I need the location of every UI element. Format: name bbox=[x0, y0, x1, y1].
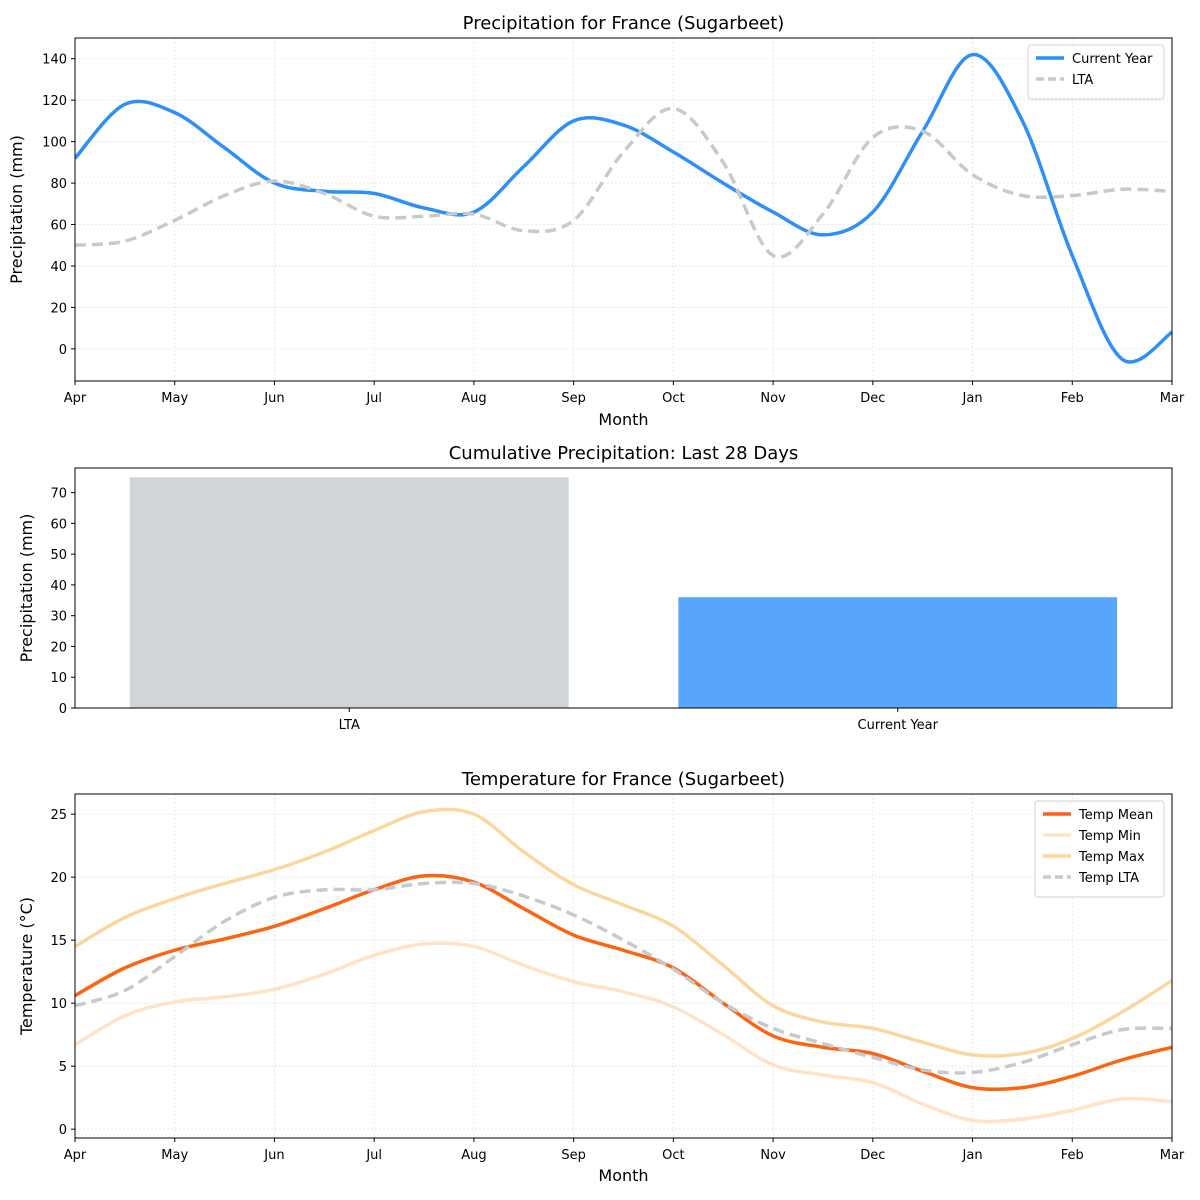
y-tick-label: 30 bbox=[50, 610, 67, 625]
y-tick-label: 50 bbox=[50, 548, 67, 563]
x-tick-label: LTA bbox=[339, 718, 360, 733]
x-tick-label: Dec bbox=[860, 391, 885, 406]
y-tick-label: 15 bbox=[50, 934, 67, 949]
y-tick-label: 60 bbox=[50, 219, 67, 234]
x-tick-label: Apr bbox=[64, 1148, 87, 1163]
x-tick-label: Feb bbox=[1061, 1148, 1084, 1163]
y-tick-label: 25 bbox=[50, 808, 67, 823]
legend-label: Temp Max bbox=[1078, 850, 1145, 865]
series-line-temp-lta bbox=[75, 880, 1172, 1075]
y-tick-label: 10 bbox=[50, 671, 67, 686]
chart-0: Precipitation for France (Sugarbeet) Prec… bbox=[7, 13, 1185, 429]
y-tick-label: 60 bbox=[50, 517, 67, 532]
y-tick-label: 40 bbox=[50, 260, 67, 275]
y-tick-label: 70 bbox=[50, 487, 67, 502]
series-line-lta bbox=[75, 106, 1172, 259]
y-tick-label: 20 bbox=[50, 640, 67, 655]
x-tick-label: Dec bbox=[860, 1148, 885, 1163]
x-tick-label: Jan bbox=[962, 391, 983, 406]
x-tick-label: Aug bbox=[461, 391, 486, 406]
axes-frame bbox=[74, 467, 1173, 709]
y-tick-label: 40 bbox=[50, 579, 67, 594]
bar-lta bbox=[129, 477, 569, 708]
x-tick-label: Nov bbox=[760, 1148, 786, 1163]
y-axis-label: Precipitation (mm) bbox=[17, 514, 36, 663]
x-tick-label: Mar bbox=[1160, 391, 1185, 406]
chart-1: Cumulative Precipitation: Last 28 Days Pr… bbox=[17, 443, 1173, 733]
x-tick-label: Jun bbox=[263, 1148, 284, 1163]
y-tick-label: 10 bbox=[50, 997, 67, 1012]
legend-label: LTA bbox=[1072, 73, 1093, 88]
axes-frame bbox=[74, 793, 1173, 1139]
axes-frame bbox=[74, 37, 1173, 382]
y-tick-label: 80 bbox=[50, 177, 67, 192]
x-tick-label: Nov bbox=[760, 391, 786, 406]
legend-label: Current Year bbox=[1072, 52, 1153, 67]
x-axis-label: Month bbox=[598, 1166, 648, 1185]
x-tick-label: Oct bbox=[662, 1148, 684, 1163]
x-tick-label: Jan bbox=[962, 1148, 983, 1163]
chart-title: Temperature for France (Sugarbeet) bbox=[461, 769, 785, 790]
x-tick-label: May bbox=[161, 391, 188, 406]
series-line-current-year bbox=[75, 52, 1172, 364]
y-tick-label: 20 bbox=[50, 301, 67, 316]
legend: Temp Mean Temp Min Temp Max Temp LTA bbox=[1034, 800, 1165, 898]
series-line-temp-max bbox=[75, 807, 1172, 1058]
chart-2: Temperature for France (Sugarbeet) Temper… bbox=[17, 769, 1185, 1185]
y-tick-label: 5 bbox=[59, 1060, 67, 1075]
series-line-temp-mean bbox=[75, 873, 1172, 1092]
x-tick-label: Jul bbox=[365, 391, 382, 406]
bar-current-year bbox=[678, 597, 1118, 708]
x-tick-label: Sep bbox=[561, 391, 586, 406]
chart-title: Cumulative Precipitation: Last 28 Days bbox=[449, 443, 799, 464]
y-tick-label: 100 bbox=[42, 136, 67, 151]
x-tick-label: Jul bbox=[365, 1148, 382, 1163]
y-axis-label: Precipitation (mm) bbox=[7, 135, 26, 284]
y-tick-label: 0 bbox=[59, 702, 67, 717]
x-tick-label: Oct bbox=[662, 391, 684, 406]
x-axis-label: Month bbox=[598, 410, 648, 429]
legend-label: Temp Min bbox=[1078, 829, 1141, 844]
y-axis-label: Temperature (°C) bbox=[17, 897, 36, 1036]
x-tick-label: May bbox=[161, 1148, 188, 1163]
legend-label: Temp Mean bbox=[1078, 808, 1153, 823]
series-line-temp-min bbox=[75, 941, 1172, 1124]
y-tick-label: 0 bbox=[59, 343, 67, 358]
x-tick-label: Current Year bbox=[858, 718, 939, 733]
y-tick-label: 140 bbox=[42, 53, 67, 68]
x-tick-label: Aug bbox=[461, 1148, 486, 1163]
y-tick-label: 20 bbox=[50, 871, 67, 886]
x-tick-label: Feb bbox=[1061, 391, 1084, 406]
y-tick-label: 0 bbox=[59, 1123, 67, 1138]
legend: Current Year LTA bbox=[1027, 44, 1165, 100]
y-tick-label: 120 bbox=[42, 94, 67, 109]
legend-box bbox=[1034, 800, 1165, 898]
x-tick-label: Sep bbox=[561, 1148, 586, 1163]
x-tick-label: Jun bbox=[263, 391, 284, 406]
x-tick-label: Apr bbox=[64, 391, 87, 406]
x-tick-label: Mar bbox=[1160, 1148, 1185, 1163]
legend-label: Temp LTA bbox=[1078, 871, 1139, 886]
chart-title: Precipitation for France (Sugarbeet) bbox=[463, 13, 785, 34]
